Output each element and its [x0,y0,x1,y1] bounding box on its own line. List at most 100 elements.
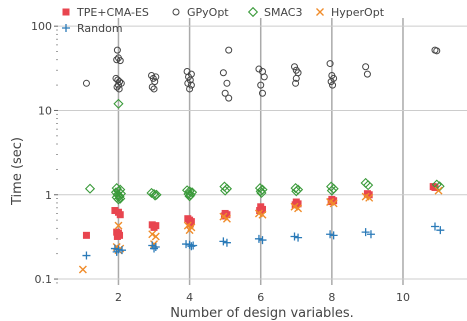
point-smac3 [113,98,124,109]
point-gpyopt [362,63,370,71]
point-gpyopt [187,81,195,89]
legend-item-smac3[interactable]: SMAC3 [247,6,303,19]
point-random [182,240,191,249]
axis-ticks: 2 4 6 8 10 0.1 1 10 100 [31,20,410,304]
point-gpyopt [221,89,229,97]
point-gpyopt [260,73,268,81]
x-tick-label: 2 [115,291,122,304]
point-gpyopt [326,60,334,68]
point-smac3 [363,180,374,191]
point-tpe-cma-es [365,191,373,199]
point-gpyopt [225,94,233,102]
point-smac3 [115,193,126,204]
point-random [290,232,299,241]
point-random [294,233,303,242]
legend-item-gpyopt[interactable]: GPyOpt [172,6,229,19]
point-gpyopt [82,79,90,87]
point-random [185,240,194,249]
point-gpyopt [219,69,227,77]
point-random [110,244,119,253]
point-smac3 [113,194,124,205]
y-axis-title: Time (sec) [10,137,25,206]
point-gpyopt [329,81,337,89]
point-smac3 [184,186,195,197]
legend-item-random[interactable]: Random [62,22,123,35]
point-smac3 [184,191,195,202]
point-gpyopt [113,83,121,91]
point-smac3 [114,191,125,202]
point-smac3 [255,186,266,197]
legend-label: Random [77,22,123,35]
legend[interactable]: TPE+CMA-ES GPyOpt SMAC3 HyperOpt Random [62,6,385,35]
point-smac3 [291,186,302,197]
x-tick-label: 8 [328,291,335,304]
legend-label: HyperOpt [331,6,385,19]
point-random [219,237,228,246]
point-smac3 [150,190,161,201]
legend-item-hyperopt[interactable]: HyperOpt [316,6,385,19]
point-hyperopt [185,226,194,235]
point-random [326,230,335,239]
point-hyperopt [148,230,157,239]
point-random [254,234,263,243]
point-tpe-cma-es [82,231,90,239]
point-smac3 [434,181,445,192]
point-smac3 [256,187,267,199]
point-tpe-cma-es [111,207,119,215]
legend-marker-gpyopt [172,8,180,16]
point-random [118,246,127,255]
point-random [112,247,121,256]
point-random [366,230,375,239]
x-tick-label: 4 [186,291,193,304]
grid [58,18,467,285]
point-gpyopt [292,74,300,82]
point-tpe-cma-es [256,207,264,215]
legend-label: TPE+CMA-ES [76,6,149,19]
point-random [150,244,159,253]
point-hyperopt [365,193,374,202]
x-axis-title: Number of design variables. [170,306,354,321]
point-tpe-cma-es [150,223,158,231]
point-gpyopt [186,85,194,93]
legend-marker-tpe-cma-es [62,8,70,16]
point-gpyopt [113,46,121,54]
y-tick-label: 100 [31,20,52,33]
point-random [222,238,231,247]
point-smac3 [183,188,194,200]
point-gpyopt [149,74,157,82]
point-hyperopt [114,221,123,230]
y-tick-label: 10 [38,104,52,117]
point-random [189,241,198,250]
point-random [258,236,267,245]
point-tpe-cma-es [113,232,121,240]
point-smac3 [290,183,301,194]
point-gpyopt [113,56,121,64]
point-gpyopt [259,89,266,97]
point-gpyopt [291,63,299,71]
point-random [361,228,370,237]
point-gpyopt [115,85,123,93]
point-gpyopt [150,85,158,93]
point-hyperopt [434,186,443,195]
point-gpyopt [433,47,441,55]
point-gpyopt [114,81,122,89]
point-hyperopt [151,232,160,241]
point-smac3 [254,183,266,194]
legend-label: SMAC3 [264,6,302,19]
legend-marker-hyperopt [316,8,324,16]
point-gpyopt [116,57,124,65]
legend-item-tpe-cma-es[interactable]: TPE+CMA-ES [62,6,149,19]
plot-marks [78,46,445,274]
x-tick-label: 10 [396,291,410,304]
x-tick-label: 6 [257,291,264,304]
point-random [187,242,196,251]
point-smac3 [326,185,337,196]
point-hyperopt [222,214,231,223]
point-gpyopt [225,46,233,54]
point-random [329,231,338,240]
y-tick-label: 0.1 [35,273,53,286]
point-gpyopt [148,83,156,91]
y-tick-label: 1 [45,189,52,202]
legend-label: GPyOpt [187,6,229,19]
